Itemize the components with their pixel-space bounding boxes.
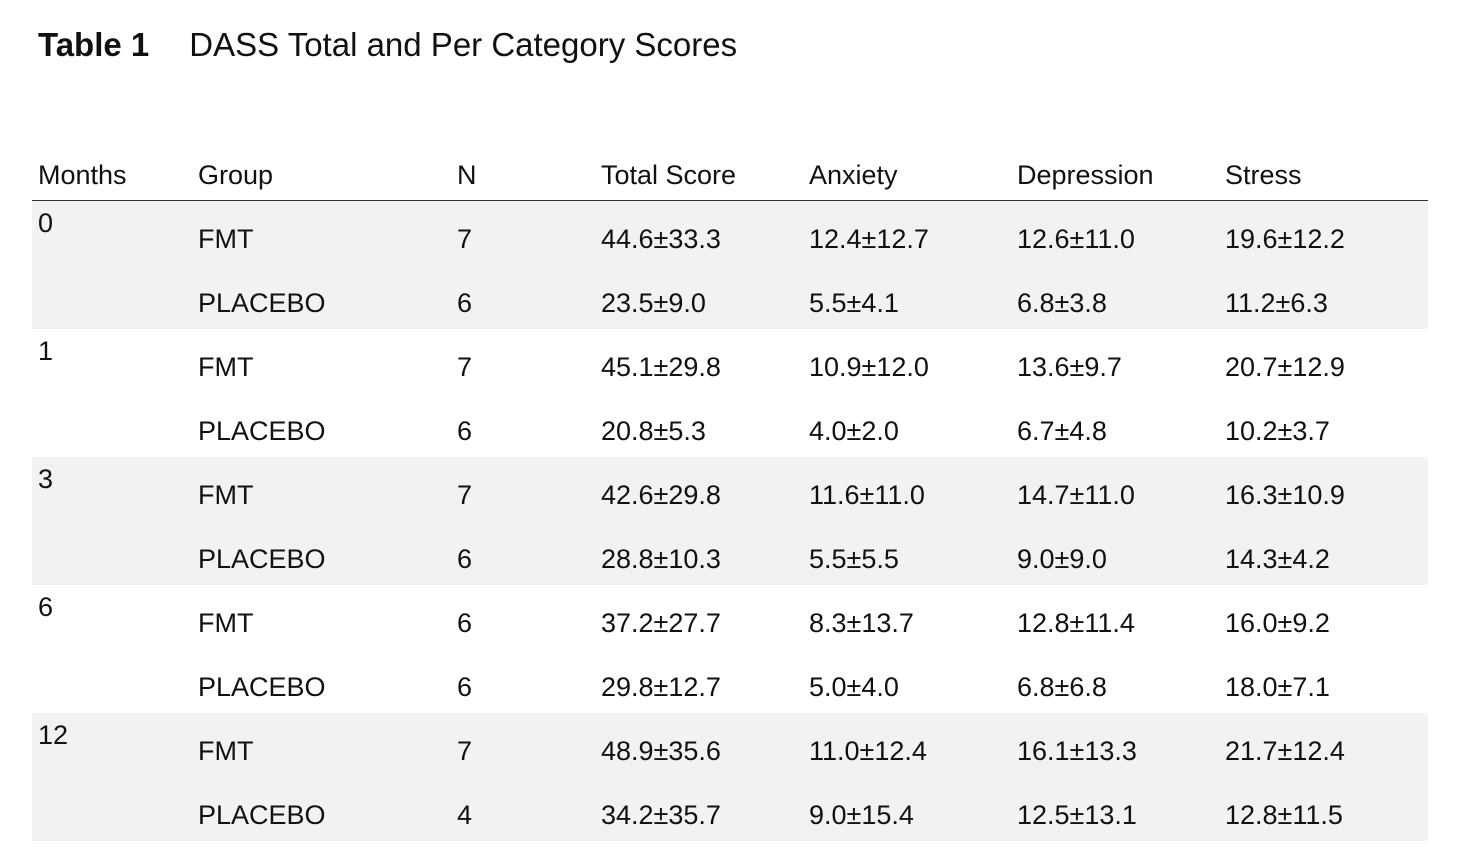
header-stress: Stress: [1225, 160, 1302, 190]
cell-total-score: 23.5±9.0: [601, 288, 706, 318]
cell-group: FMT: [198, 224, 254, 254]
cell-stress: 18.0±7.1: [1225, 672, 1330, 702]
cell-stress: 14.3±4.2: [1225, 544, 1330, 574]
cell-n: 4: [457, 800, 473, 830]
cell-n: 6: [457, 672, 473, 702]
month-block: 1 FMT 7 45.1±29.8 10.9±12.0 13.6±9.7 20.…: [32, 329, 1428, 457]
table-row: FMT 7 45.1±29.8 10.9±12.0 13.6±9.7 20.7±…: [32, 335, 1428, 399]
table-title: DASS Total and Per Category Scores: [189, 26, 738, 63]
cell-anxiety: 4.0±2.0: [809, 416, 899, 446]
cell-total-score: 29.8±12.7: [601, 672, 721, 702]
header-anxiety: Anxiety: [809, 160, 898, 190]
cell-stress: 16.3±10.9: [1225, 480, 1345, 510]
header-total-score: Total Score: [601, 160, 737, 190]
cell-n: 6: [457, 416, 473, 446]
cell-n: 7: [457, 224, 473, 254]
month-label: 1: [38, 336, 54, 366]
cell-anxiety: 11.6±11.0: [809, 480, 925, 510]
table-row: PLACEBO 6 23.5±9.0 5.5±4.1 6.8±3.8 11.2±…: [32, 271, 1428, 335]
cell-depression: 12.8±11.4: [1017, 608, 1135, 638]
header-months: Months: [38, 160, 127, 190]
cell-depression: 16.1±13.3: [1017, 736, 1137, 766]
table-row: PLACEBO 6 20.8±5.3 4.0±2.0 6.7±4.8 10.2±…: [32, 399, 1428, 463]
cell-group: PLACEBO: [198, 544, 326, 574]
cell-stress: 11.2±6.3: [1225, 288, 1328, 318]
cell-anxiety: 5.0±4.0: [809, 672, 899, 702]
cell-group: PLACEBO: [198, 288, 326, 318]
month-label: 3: [38, 464, 54, 494]
header-group: Group: [198, 160, 274, 190]
table-caption: Table 1 DASS Total and Per Category Scor…: [38, 22, 737, 68]
cell-depression: 14.7±11.0: [1017, 480, 1135, 510]
cell-stress: 12.8±11.5: [1225, 800, 1343, 830]
table-row: FMT 7 44.6±33.3 12.4±12.7 12.6±11.0 19.6…: [32, 207, 1428, 271]
table-row: PLACEBO 6 29.8±12.7 5.0±4.0 6.8±6.8 18.0…: [32, 655, 1428, 719]
month-label: 6: [38, 592, 54, 622]
cell-depression: 6.8±3.8: [1017, 288, 1107, 318]
cell-group: FMT: [198, 736, 254, 766]
cell-n: 7: [457, 352, 473, 382]
cell-total-score: 28.8±10.3: [601, 544, 721, 574]
cell-n: 6: [457, 288, 473, 318]
cell-group: FMT: [198, 480, 254, 510]
cell-anxiety: 8.3±13.7: [809, 608, 914, 638]
cell-anxiety: 10.9±12.0: [809, 352, 929, 382]
cell-total-score: 37.2±27.7: [601, 608, 721, 638]
cell-n: 6: [457, 608, 473, 638]
month-block: 6 FMT 6 37.2±27.7 8.3±13.7 12.8±11.4 16.…: [32, 585, 1428, 713]
cell-stress: 20.7±12.9: [1225, 352, 1345, 382]
table-row: PLACEBO 4 34.2±35.7 9.0±15.4 12.5±13.1 1…: [32, 783, 1428, 847]
cell-anxiety: 5.5±4.1: [809, 288, 899, 318]
cell-anxiety: 9.0±15.4: [809, 800, 914, 830]
table-row: FMT 7 48.9±35.6 11.0±12.4 16.1±13.3 21.7…: [32, 719, 1428, 783]
cell-stress: 10.2±3.7: [1225, 416, 1330, 446]
cell-stress: 19.6±12.2: [1225, 224, 1345, 254]
cell-depression: 6.8±6.8: [1017, 672, 1107, 702]
cell-total-score: 44.6±33.3: [601, 224, 721, 254]
month-block: 3 FMT 7 42.6±29.8 11.6±11.0 14.7±11.0 16…: [32, 457, 1428, 585]
cell-group: FMT: [198, 608, 254, 638]
cell-depression: 13.6±9.7: [1017, 352, 1122, 382]
cell-depression: 12.5±13.1: [1017, 800, 1137, 830]
cell-group: FMT: [198, 352, 254, 382]
cell-anxiety: 5.5±5.5: [809, 544, 899, 574]
cell-total-score: 42.6±29.8: [601, 480, 721, 510]
header-depression: Depression: [1017, 160, 1154, 190]
cell-anxiety: 12.4±12.7: [809, 224, 929, 254]
cell-group: PLACEBO: [198, 672, 326, 702]
cell-depression: 6.7±4.8: [1017, 416, 1107, 446]
cell-stress: 21.7±12.4: [1225, 736, 1345, 766]
cell-total-score: 45.1±29.8: [601, 352, 721, 382]
dass-table: Months Group N Total Score Anxiety Depre…: [32, 150, 1428, 841]
cell-depression: 9.0±9.0: [1017, 544, 1107, 574]
table-header-row: Months Group N Total Score Anxiety Depre…: [32, 150, 1428, 201]
cell-total-score: 34.2±35.7: [601, 800, 721, 830]
header-n: N: [457, 160, 477, 190]
table-number: Table 1: [38, 26, 150, 63]
table-row: FMT 6 37.2±27.7 8.3±13.7 12.8±11.4 16.0±…: [32, 591, 1428, 655]
cell-group: PLACEBO: [198, 416, 326, 446]
cell-n: 7: [457, 736, 473, 766]
table-row: PLACEBO 6 28.8±10.3 5.5±5.5 9.0±9.0 14.3…: [32, 527, 1428, 591]
cell-total-score: 48.9±35.6: [601, 736, 721, 766]
cell-group: PLACEBO: [198, 800, 326, 830]
table-row: FMT 7 42.6±29.8 11.6±11.0 14.7±11.0 16.3…: [32, 463, 1428, 527]
month-label: 12: [38, 720, 69, 750]
cell-n: 6: [457, 544, 473, 574]
month-label: 0: [38, 208, 54, 238]
cell-stress: 16.0±9.2: [1225, 608, 1330, 638]
cell-n: 7: [457, 480, 473, 510]
month-block: 0 FMT 7 44.6±33.3 12.4±12.7 12.6±11.0 19…: [32, 201, 1428, 329]
month-block: 12 FMT 7 48.9±35.6 11.0±12.4 16.1±13.3 2…: [32, 713, 1428, 841]
cell-depression: 12.6±11.0: [1017, 224, 1135, 254]
cell-anxiety: 11.0±12.4: [809, 736, 927, 766]
cell-total-score: 20.8±5.3: [601, 416, 706, 446]
